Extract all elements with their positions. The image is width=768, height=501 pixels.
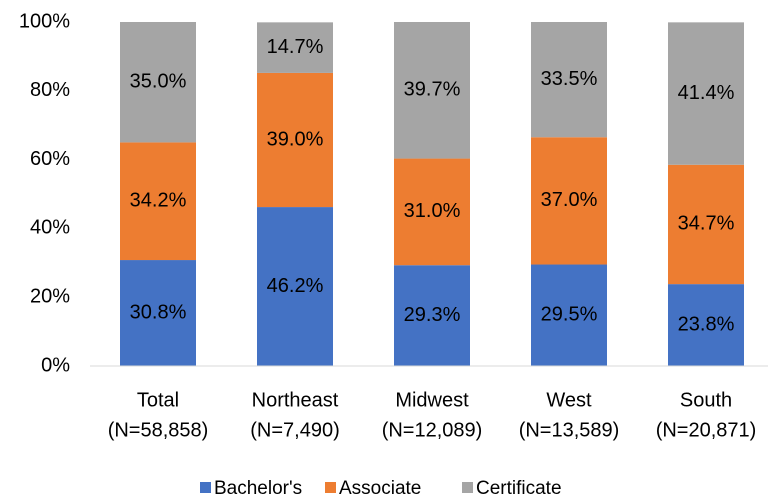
y-tick-label: 80%	[30, 79, 70, 101]
y-tick-label: 20%	[30, 285, 70, 307]
bar-segment	[531, 22, 607, 138]
data-label: 31.0%	[404, 200, 461, 222]
bar-segment	[531, 264, 607, 366]
data-label: 14.7%	[267, 36, 324, 58]
bar-segment	[120, 22, 196, 143]
legend-swatch	[200, 482, 211, 493]
bar-segment	[668, 22, 744, 165]
y-tick-label: 60%	[30, 148, 70, 170]
legend-label: Certificate	[476, 478, 562, 499]
data-label: 39.0%	[267, 128, 324, 150]
y-tick-label: 100%	[19, 10, 70, 32]
bar-segment	[257, 22, 333, 73]
x-tick-label: Total	[137, 389, 179, 411]
x-tick-label: (N=7,490)	[250, 419, 340, 441]
bar-segment	[531, 137, 607, 265]
data-label: 41.4%	[678, 82, 735, 104]
x-tick-label: (N=12,089)	[382, 419, 483, 441]
legend-label: Bachelor's	[214, 478, 302, 499]
bar-segment	[120, 142, 196, 261]
x-tick-label: (N=58,858)	[108, 419, 209, 441]
legend-label: Associate	[339, 478, 421, 499]
x-tick-label: Northeast	[252, 389, 339, 411]
y-tick-label: 40%	[30, 217, 70, 239]
x-tick-label: South	[680, 389, 732, 411]
bar-segment	[394, 158, 470, 266]
bar-segment	[120, 260, 196, 366]
data-label: 37.0%	[541, 189, 598, 211]
x-tick-label: (N=13,589)	[519, 419, 620, 441]
data-label: 34.7%	[678, 213, 735, 235]
bar-segment	[668, 164, 744, 285]
bar-segment	[394, 265, 470, 366]
bar-segment	[394, 22, 470, 159]
data-label: 34.2%	[130, 190, 187, 212]
data-label: 30.8%	[130, 301, 187, 323]
data-label: 33.5%	[541, 68, 598, 90]
x-tick-label: West	[546, 389, 592, 411]
bar-segment	[257, 72, 333, 208]
data-label: 23.8%	[678, 313, 735, 335]
legend-swatch	[325, 482, 336, 493]
data-label: 46.2%	[267, 275, 324, 297]
data-label: 35.0%	[130, 70, 187, 92]
bar-segment	[257, 207, 333, 366]
x-tick-label: Midwest	[395, 389, 469, 411]
data-label: 29.5%	[541, 304, 598, 326]
y-tick-label: 0%	[41, 354, 70, 376]
data-label: 39.7%	[404, 79, 461, 101]
legend-swatch	[462, 482, 473, 493]
data-label: 29.3%	[404, 304, 461, 326]
x-tick-label: (N=20,871)	[656, 419, 757, 441]
bar-segment	[668, 284, 744, 366]
